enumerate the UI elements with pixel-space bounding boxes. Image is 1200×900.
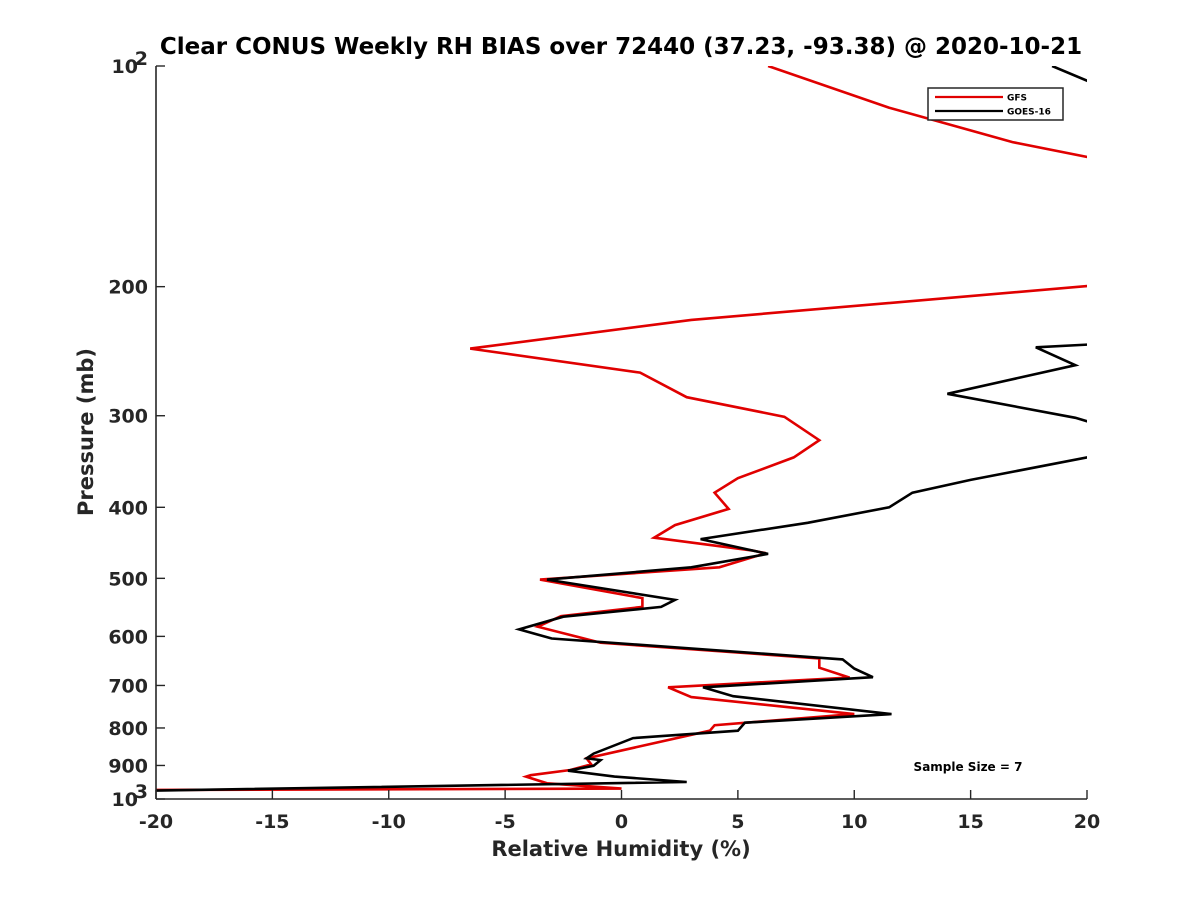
series-line-goes16 [156, 66, 1087, 792]
x-tick-label: 5 [731, 811, 744, 833]
x-tick-label: -15 [255, 811, 289, 833]
y-tick-label: 10 [112, 789, 138, 811]
y-tick-label: 700 [108, 675, 148, 697]
y-axis-label: Pressure (mb) [74, 348, 98, 516]
y-tick-label: 200 [108, 277, 148, 299]
y-tick-label: 600 [108, 626, 148, 648]
x-tick-label: 10 [841, 811, 867, 833]
x-axis-label: Relative Humidity (%) [491, 837, 750, 861]
series-layer [156, 66, 1087, 792]
y-tick-label: 500 [108, 568, 148, 590]
x-ticks: -20 -15 -10 -5 0 5 10 15 20 [139, 790, 1100, 833]
x-tick-label: -10 [372, 811, 406, 833]
y-tick-label: 900 [108, 755, 148, 777]
y-tick-label: 300 [108, 406, 148, 428]
legend-label-goes16: GOES-16 [1007, 108, 1051, 118]
chart-title: Clear CONUS Weekly RH BIAS over 72440 (3… [160, 34, 1082, 60]
y-tick-label: 400 [108, 497, 148, 519]
x-tick-label: -20 [139, 811, 173, 833]
series-line-gfs [156, 66, 1087, 792]
sample-size-annotation: Sample Size = 7 [914, 760, 1023, 774]
y-tick-exponent: 2 [135, 48, 148, 70]
legend-label-gfs: GFS [1007, 94, 1027, 104]
y-tick-label: 800 [108, 718, 148, 740]
x-tick-label: 20 [1074, 811, 1100, 833]
y-tick-label: 10 [112, 56, 138, 78]
axes [155, 66, 1087, 800]
legend: GFS GOES-16 [927, 87, 1064, 121]
x-tick-label: 15 [957, 811, 983, 833]
x-tick-label: 0 [615, 811, 628, 833]
x-tick-label: -5 [495, 811, 516, 833]
y-tick-exponent: 3 [135, 781, 148, 803]
legend-box [927, 87, 1064, 121]
